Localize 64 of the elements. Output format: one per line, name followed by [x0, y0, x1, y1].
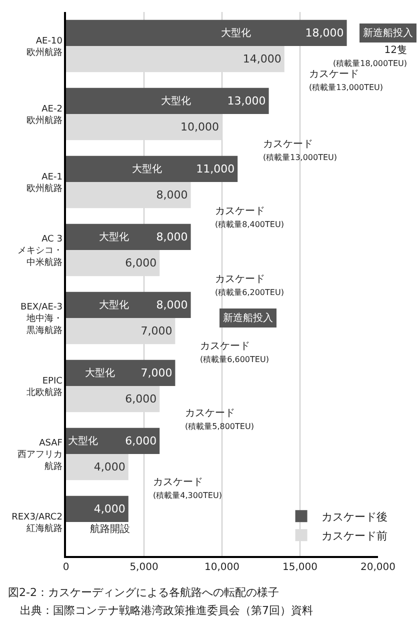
annotation: 新造船投入	[223, 312, 273, 324]
bar	[66, 224, 191, 250]
bar	[66, 182, 191, 208]
bar	[66, 46, 284, 72]
y-tick-label: BEX/AE-3 地中海・黒海航路	[20, 302, 62, 336]
bar	[66, 454, 128, 480]
bar	[66, 114, 222, 140]
data-label: 6,000	[125, 392, 157, 406]
annotation: 航路開設	[90, 523, 130, 535]
annotation: 新造船投入	[363, 27, 413, 39]
data-label: 6,000	[125, 434, 157, 448]
bar	[66, 292, 191, 318]
annotation: 12隻 (積載量18,000TEU)	[333, 44, 408, 68]
data-label: 18,000	[305, 26, 344, 40]
text: 図2-2：カスケーディングによる各航路への転配の様子	[8, 586, 279, 599]
source-note: 出典：国際コンテナ戦略港湾政策推進委員会（第7回）資料	[20, 604, 313, 617]
x-tick-label: 5,000	[130, 562, 158, 573]
y-tick-label: AE-2 欧州航路	[26, 104, 62, 126]
data-label: 4,000	[94, 460, 126, 474]
y-tick-label: AC 3 メキシコ・中米航路	[17, 234, 62, 268]
bar	[66, 250, 160, 276]
annotation: カスケード (積載量5,800TEU)	[185, 408, 254, 431]
x-tick-label: 20,000	[360, 562, 396, 573]
legend-label: カスケード前	[321, 529, 388, 542]
y-tick-label: AE-10 欧州航路	[26, 36, 63, 58]
annotation: カスケード (積載量8,400TEU)	[215, 206, 284, 229]
data-label: 7,000	[140, 366, 172, 380]
annotation: カスケード (積載量13,000TEU)	[263, 139, 338, 162]
legend-label: カスケード後	[321, 510, 388, 524]
y-tick-label: AE-1 欧州航路	[26, 172, 62, 194]
data-label: 8,000	[156, 230, 188, 244]
x-tick-label: 10,000	[204, 562, 240, 573]
annotation: カスケード (積載量6,200TEU)	[215, 274, 284, 297]
annotation: 大型化	[221, 27, 251, 39]
x-tick-label: 15,000	[282, 562, 318, 573]
data-label: 8,000	[156, 188, 188, 202]
data-label: 7,000	[140, 324, 172, 338]
annotation: カスケード (積載量6,600TEU)	[200, 341, 269, 364]
annotation: 大型化	[99, 231, 129, 243]
data-label: 8,000	[156, 298, 188, 312]
y-tick-label: EPIC 北欧航路	[26, 376, 62, 398]
annotation: カスケード (積載量4,300TEU)	[153, 477, 222, 500]
bar	[66, 156, 238, 182]
y-tick-label: ASAF 西アフリカ航路	[17, 438, 62, 472]
annotation: 大型化	[85, 367, 115, 379]
data-label: 10,000	[180, 120, 219, 134]
data-label: 4,000	[94, 502, 126, 516]
annotation: 大型化	[161, 95, 191, 107]
bar	[66, 360, 176, 386]
data-label: 11,000	[196, 162, 235, 176]
data-label: 13,000	[227, 94, 266, 108]
annotation: 大型化	[99, 299, 129, 311]
bar	[66, 386, 160, 412]
annotation: 大型化	[68, 435, 98, 447]
annotation: カスケード (積載量13,000TEU)	[309, 69, 384, 92]
bar	[66, 20, 347, 46]
y-tick-label: REX3/ARC2 紅海航路	[12, 512, 62, 534]
data-label: 6,000	[125, 256, 157, 270]
bar	[66, 496, 128, 522]
data-label: 14,000	[242, 52, 282, 66]
annotation: 大型化	[132, 163, 162, 175]
bar	[66, 318, 176, 344]
x-tick-label: 0	[62, 562, 70, 573]
bar	[66, 88, 269, 114]
